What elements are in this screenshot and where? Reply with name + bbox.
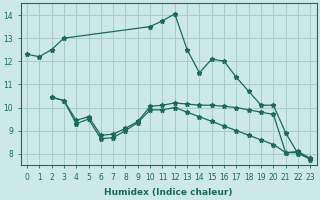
X-axis label: Humidex (Indice chaleur): Humidex (Indice chaleur) <box>104 188 233 197</box>
